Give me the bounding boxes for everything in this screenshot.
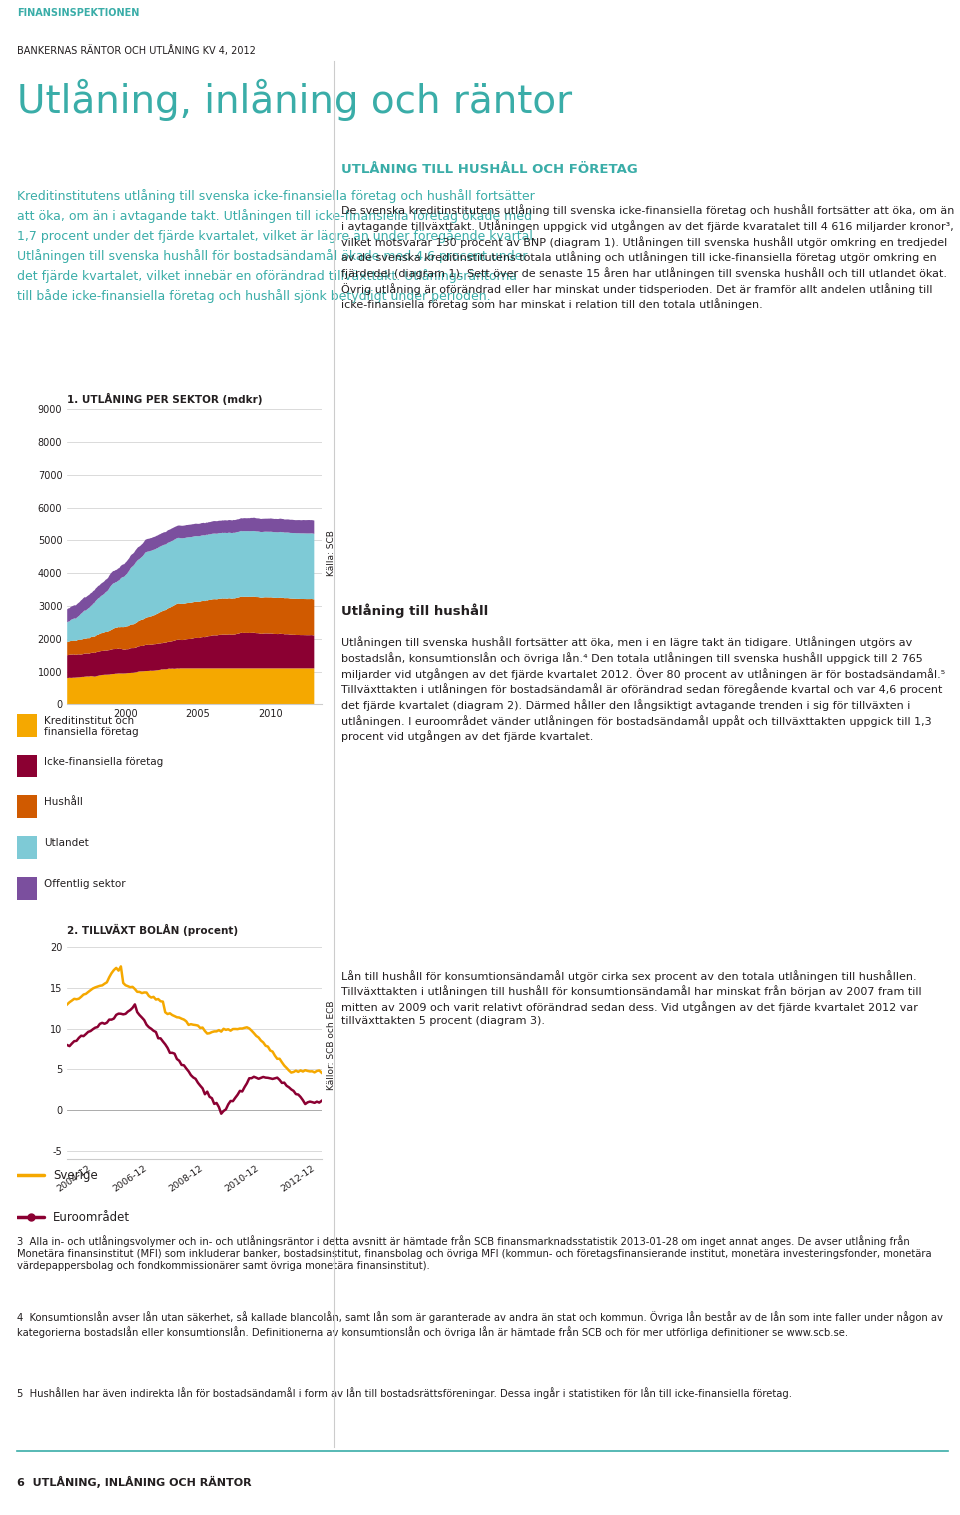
- Bar: [17, 877, 36, 900]
- Text: Icke-finansiella företag: Icke-finansiella företag: [44, 756, 163, 767]
- Text: Källa: SCB: Källa: SCB: [326, 530, 336, 576]
- Text: BANKERNAS RÄNTOR OCH UTLÅNING KV 4, 2012: BANKERNAS RÄNTOR OCH UTLÅNING KV 4, 2012: [17, 45, 256, 56]
- Bar: [17, 754, 36, 777]
- Text: Euroområdet: Euroområdet: [53, 1210, 131, 1224]
- Text: Utlåning, inlåning och räntor: Utlåning, inlåning och räntor: [17, 79, 572, 121]
- Text: 6  UTLÅNING, INLÅNING OCH RÄNTOR: 6 UTLÅNING, INLÅNING OCH RÄNTOR: [17, 1476, 252, 1488]
- Text: UTLÅNING TILL HUSHÅLL OCH FÖRETAG: UTLÅNING TILL HUSHÅLL OCH FÖRETAG: [341, 164, 637, 176]
- Text: De svenska kreditinstitutens utlåning till svenska icke-finansiella företag och : De svenska kreditinstitutens utlåning ti…: [341, 205, 954, 311]
- Text: 1. UTLÅNING PER SEKTOR (mdkr): 1. UTLÅNING PER SEKTOR (mdkr): [67, 394, 263, 406]
- Text: Hushåll: Hushåll: [44, 797, 83, 807]
- Text: Utlåning till hushåll: Utlåning till hushåll: [341, 603, 488, 618]
- Text: Utlåningen till svenska hushåll fortsätter att öka, men i en lägre takt än tidig: Utlåningen till svenska hushåll fortsätt…: [341, 636, 945, 742]
- Text: 2. TILLVÄXT BOLÅN (procent): 2. TILLVÄXT BOLÅN (procent): [67, 924, 238, 936]
- Text: FINANSINSPEKTIONEN: FINANSINSPEKTIONEN: [17, 8, 139, 18]
- Bar: [17, 836, 36, 859]
- Text: Kreditinstitutens utlåning till svenska icke-finansiella företag och hushåll for: Kreditinstitutens utlåning till svenska …: [17, 189, 538, 303]
- Text: 4  Konsumtionslån avser lån utan säkerhet, så kallade blancolån, samt lån som är: 4 Konsumtionslån avser lån utan säkerhet…: [17, 1310, 943, 1338]
- Text: Lån till hushåll för konsumtionsändamål utgör cirka sex procent av den totala ut: Lån till hushåll för konsumtionsändamål …: [341, 970, 922, 1026]
- Text: Utlandet: Utlandet: [44, 838, 89, 848]
- Text: Källor: SCB och ECB: Källor: SCB och ECB: [326, 1000, 336, 1091]
- Text: 3  Alla in- och utlåningsvolymer och in- och utlåningsräntor i detta avsnitt är : 3 Alla in- och utlåningsvolymer och in- …: [17, 1235, 932, 1271]
- Text: Sverige: Sverige: [53, 1168, 98, 1182]
- Bar: [17, 714, 36, 736]
- Text: 5  Hushållen har även indirekta lån för bostadsändamål i form av lån till bostad: 5 Hushållen har även indirekta lån för b…: [17, 1388, 792, 1400]
- Text: Kreditinstitut och
finansiella företag: Kreditinstitut och finansiella företag: [44, 717, 138, 738]
- Bar: [17, 795, 36, 818]
- Text: Offentlig sektor: Offentlig sektor: [44, 879, 126, 889]
